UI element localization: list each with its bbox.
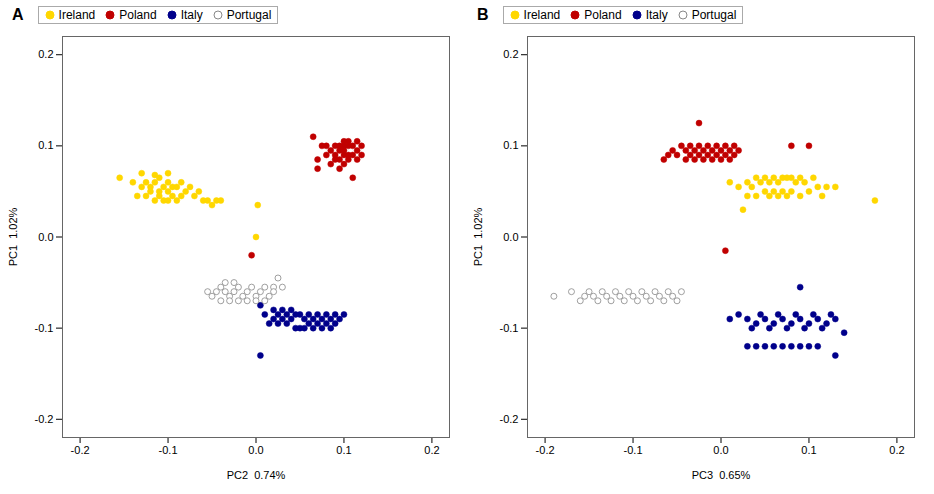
svg-text:-0.2: -0.2 bbox=[500, 413, 519, 425]
html-text:Portugal: Portugal bbox=[226, 8, 272, 22]
svg-text:-0.1: -0.1 bbox=[35, 322, 54, 334]
svg-text:-0.1: -0.1 bbox=[624, 444, 643, 456]
svg-text:0.2: 0.2 bbox=[424, 444, 439, 456]
svg-text:0.1: 0.1 bbox=[336, 444, 351, 456]
svg-text:0.1: 0.1 bbox=[38, 139, 53, 151]
svg-text:PC1 1.02%: PC1 1.02% bbox=[472, 207, 484, 266]
html-text:Ireland: Ireland bbox=[58, 8, 96, 22]
svg-text:PC2 0.74%: PC2 0.74% bbox=[227, 469, 286, 481]
svg-text:PC1 1.02%: PC1 1.02% bbox=[7, 207, 19, 266]
html-text:A: A bbox=[12, 6, 24, 23]
html-text:Italy: Italy bbox=[645, 8, 668, 22]
svg-text:0.1: 0.1 bbox=[503, 139, 518, 151]
html-text:Ireland: Ireland bbox=[523, 8, 561, 22]
svg-text:0.2: 0.2 bbox=[38, 48, 53, 60]
svg-text:-0.2: -0.2 bbox=[536, 444, 555, 456]
svg-text:0.0: 0.0 bbox=[248, 444, 263, 456]
svg-text:0.0: 0.0 bbox=[503, 231, 518, 243]
html-text:Poland: Poland bbox=[119, 8, 157, 22]
svg-text:0.0: 0.0 bbox=[713, 444, 728, 456]
html-text:Italy: Italy bbox=[180, 8, 203, 22]
html-text:Poland: Poland bbox=[584, 8, 622, 22]
svg-text:-0.1: -0.1 bbox=[159, 444, 178, 456]
svg-text:0.2: 0.2 bbox=[503, 48, 518, 60]
svg-text:-0.1: -0.1 bbox=[500, 322, 519, 334]
svg-text:0.0: 0.0 bbox=[38, 231, 53, 243]
html-text:B: B bbox=[477, 6, 489, 23]
svg-text:-0.2: -0.2 bbox=[35, 413, 54, 425]
svg-text:PC3 0.65%: PC3 0.65% bbox=[692, 469, 751, 481]
svg-text:-0.2: -0.2 bbox=[71, 444, 90, 456]
svg-text:0.1: 0.1 bbox=[801, 444, 816, 456]
html-text:Portugal: Portugal bbox=[691, 8, 737, 22]
svg-text:0.2: 0.2 bbox=[889, 444, 904, 456]
